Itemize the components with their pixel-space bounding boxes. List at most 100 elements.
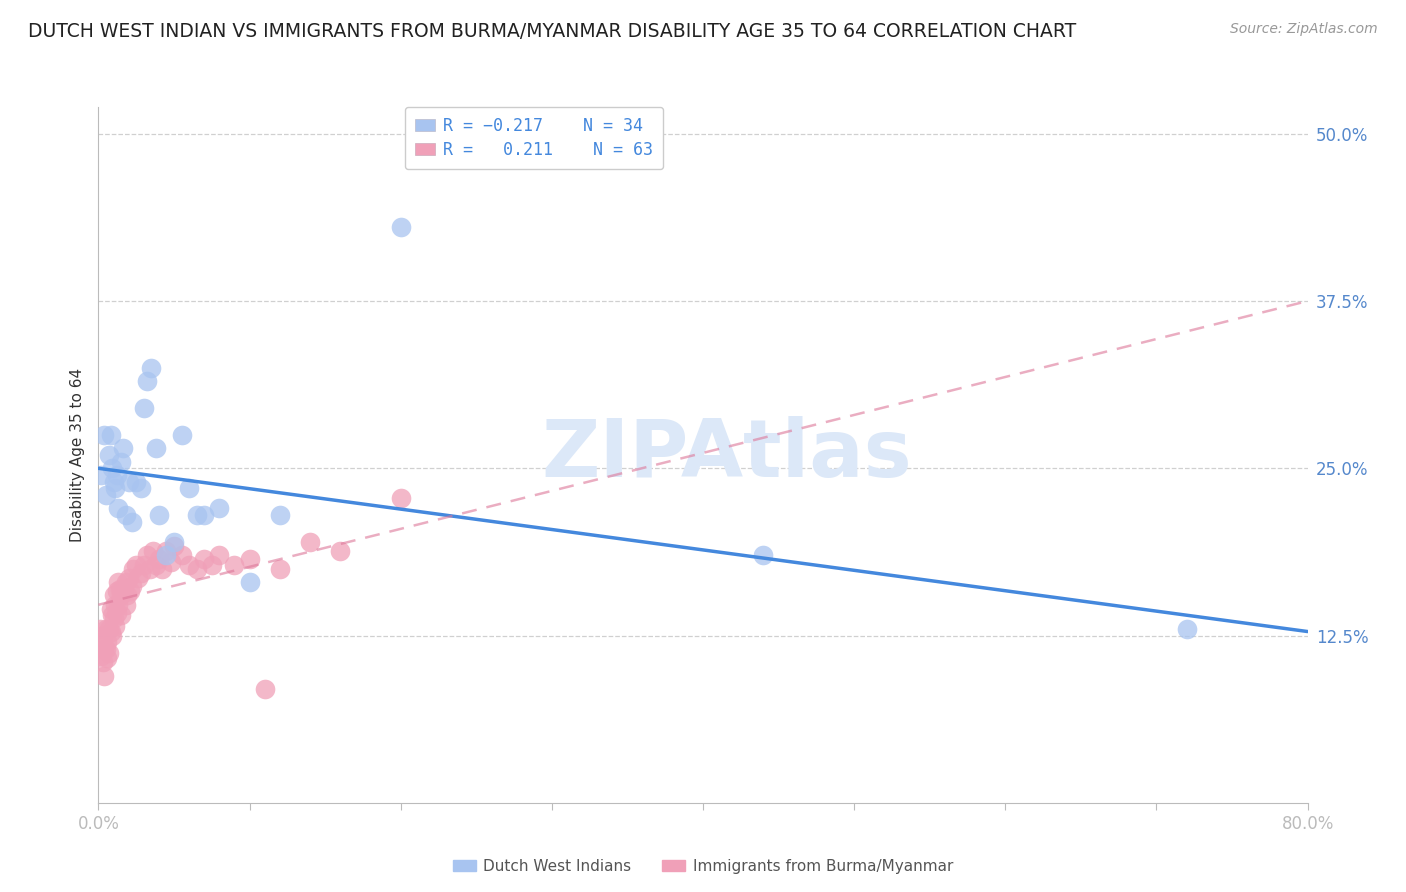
- Point: [98, 448, 121, 462]
- Point: [163, 535, 186, 549]
- Point: [115, 589, 138, 603]
- Point: [163, 539, 186, 553]
- Point: [107, 501, 129, 516]
- Point: [160, 555, 183, 569]
- Text: Source: ZipAtlas.com: Source: ZipAtlas.com: [1230, 22, 1378, 37]
- Point: [752, 548, 775, 563]
- Point: [141, 361, 163, 376]
- Point: [94, 622, 117, 636]
- Point: [148, 552, 170, 566]
- Point: [193, 508, 215, 523]
- Point: [120, 584, 142, 599]
- Point: [389, 220, 412, 235]
- Point: [100, 602, 122, 616]
- Point: [193, 552, 215, 566]
- Point: [253, 681, 276, 696]
- Point: [150, 562, 173, 576]
- Point: [110, 589, 132, 603]
- Point: [139, 562, 162, 576]
- Point: [125, 475, 148, 489]
- Point: [201, 558, 224, 572]
- Point: [179, 558, 201, 572]
- Point: [269, 562, 291, 576]
- Point: [1175, 622, 1198, 636]
- Point: [170, 548, 193, 563]
- Point: [299, 535, 322, 549]
- Point: [329, 544, 352, 558]
- Point: [145, 442, 167, 456]
- Point: [100, 624, 122, 639]
- Point: [186, 562, 208, 576]
- Point: [186, 508, 208, 523]
- Point: [111, 582, 134, 596]
- Point: [112, 584, 135, 599]
- Point: [96, 635, 118, 649]
- Point: [121, 579, 143, 593]
- Point: [107, 598, 129, 612]
- Point: [122, 562, 145, 576]
- Point: [132, 558, 155, 572]
- Point: [129, 482, 152, 496]
- Point: [239, 575, 262, 590]
- Point: [91, 635, 114, 649]
- Point: [132, 401, 155, 416]
- Point: [125, 558, 148, 572]
- Point: [93, 669, 115, 683]
- Point: [98, 622, 121, 636]
- Point: [389, 491, 412, 505]
- Point: [155, 544, 177, 558]
- Point: [208, 548, 231, 563]
- Point: [101, 608, 124, 623]
- Point: [108, 582, 131, 596]
- Legend: R = −0.217    N = 34, R =   0.211    N = 63: R = −0.217 N = 34, R = 0.211 N = 63: [405, 107, 662, 169]
- Point: [90, 628, 112, 642]
- Point: [89, 622, 111, 636]
- Point: [118, 475, 141, 489]
- Legend: Dutch West Indians, Immigrants from Burma/Myanmar: Dutch West Indians, Immigrants from Burm…: [447, 853, 959, 880]
- Point: [93, 428, 115, 442]
- Point: [103, 475, 125, 489]
- Point: [121, 515, 143, 529]
- Point: [93, 642, 115, 657]
- Point: [103, 589, 125, 603]
- Point: [94, 488, 117, 502]
- Point: [170, 428, 193, 442]
- Point: [127, 571, 149, 585]
- Point: [208, 501, 231, 516]
- Point: [101, 628, 124, 642]
- Point: [145, 558, 167, 572]
- Point: [104, 598, 127, 612]
- Point: [179, 482, 201, 496]
- Point: [105, 584, 128, 599]
- Point: [100, 428, 122, 442]
- Point: [90, 468, 112, 483]
- Point: [105, 606, 128, 620]
- Point: [135, 375, 157, 389]
- Point: [103, 611, 125, 625]
- Point: [224, 558, 246, 572]
- Point: [110, 608, 132, 623]
- Point: [110, 455, 132, 469]
- Point: [155, 548, 177, 563]
- Point: [90, 648, 112, 663]
- Point: [114, 598, 136, 612]
- Point: [111, 442, 134, 456]
- Point: [142, 544, 165, 558]
- Point: [94, 642, 117, 657]
- Point: [129, 566, 152, 580]
- Point: [104, 482, 127, 496]
- Point: [135, 548, 157, 563]
- Point: [101, 461, 124, 475]
- Point: [105, 468, 128, 483]
- Point: [239, 552, 262, 566]
- Point: [96, 651, 118, 665]
- Point: [269, 508, 291, 523]
- Text: ZIPAtlas: ZIPAtlas: [541, 416, 912, 494]
- Text: DUTCH WEST INDIAN VS IMMIGRANTS FROM BURMA/MYANMAR DISABILITY AGE 35 TO 64 CORRE: DUTCH WEST INDIAN VS IMMIGRANTS FROM BUR…: [28, 22, 1077, 41]
- Point: [98, 646, 121, 660]
- Point: [107, 575, 129, 590]
- Y-axis label: Disability Age 35 to 64: Disability Age 35 to 64: [70, 368, 86, 542]
- Point: [118, 571, 141, 585]
- Point: [148, 508, 170, 523]
- Point: [114, 575, 136, 590]
